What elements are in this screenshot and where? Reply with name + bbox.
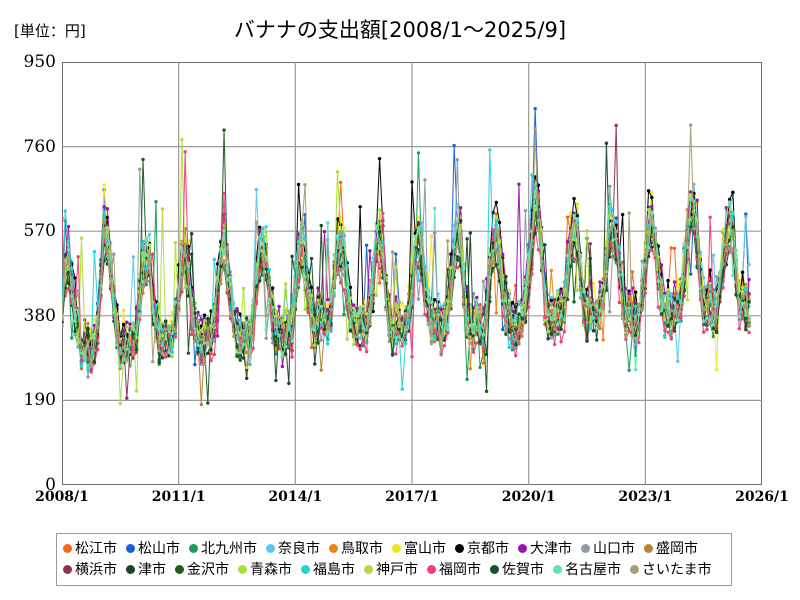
legend-marker-icon bbox=[581, 544, 590, 553]
legend-label: 名古屋市 bbox=[565, 561, 621, 578]
unit-label: [単位：円] bbox=[14, 22, 86, 40]
legend-marker-icon bbox=[189, 544, 198, 553]
y-axis-tick: 950 bbox=[23, 52, 56, 72]
y-axis-tick: 0 bbox=[45, 475, 56, 495]
x-axis-tick: 2017/1 bbox=[385, 489, 439, 505]
legend-marker-icon bbox=[63, 544, 72, 553]
x-axis-tick: 2011/1 bbox=[151, 489, 206, 505]
legend-label: 津市 bbox=[138, 561, 166, 578]
legend-marker-icon bbox=[518, 544, 527, 553]
legend-item-福岡市[interactable]: 福岡市 bbox=[427, 563, 481, 577]
legend-marker-icon bbox=[644, 544, 653, 553]
y-axis-tick: 760 bbox=[23, 136, 56, 157]
x-axis-tick: 2020/1 bbox=[501, 489, 556, 505]
legend-item-金沢市[interactable]: 金沢市 bbox=[175, 563, 229, 577]
legend-item-神戸市[interactable]: 神戸市 bbox=[364, 563, 418, 577]
y-axis-tick: 380 bbox=[23, 305, 56, 326]
y-axis-labels: 0 190 380 570 760 950 bbox=[0, 0, 56, 600]
legend-label: 北九州市 bbox=[201, 540, 257, 557]
x-axis-tick: 2023/1 bbox=[618, 489, 673, 505]
legend-label: 富山市 bbox=[404, 540, 446, 557]
legend-item-横浜市[interactable]: 横浜市 bbox=[63, 563, 117, 577]
legend-label: 盛岡市 bbox=[656, 540, 698, 557]
series-19 bbox=[62, 186, 751, 372]
legend-label: 松山市 bbox=[138, 540, 180, 557]
legend-item-京都市[interactable]: 京都市 bbox=[455, 542, 509, 556]
legend-label: 奈良市 bbox=[278, 540, 320, 557]
legend-item-さいたま市[interactable]: さいたま市 bbox=[630, 563, 712, 577]
legend-marker-icon bbox=[126, 565, 135, 574]
legend-item-佐賀市[interactable]: 佐賀市 bbox=[490, 563, 544, 577]
legend-marker-icon bbox=[238, 565, 247, 574]
legend-label: 松江市 bbox=[75, 540, 117, 557]
series-20 bbox=[62, 123, 751, 369]
legend-label: 横浜市 bbox=[75, 561, 117, 578]
y-axis-tick: 190 bbox=[23, 390, 56, 411]
x-axis-tick: 2014/1 bbox=[268, 489, 323, 505]
legend-marker-icon bbox=[63, 565, 72, 574]
legend-item-奈良市[interactable]: 奈良市 bbox=[266, 542, 320, 556]
legend-item-山口市[interactable]: 山口市 bbox=[581, 542, 635, 556]
legend-label: 佐賀市 bbox=[502, 561, 544, 578]
legend-label: 鳥取市 bbox=[341, 540, 383, 557]
legend-marker-icon bbox=[175, 565, 184, 574]
legend-row-2: 横浜市 津市 金沢市 青森市 福島市 神戸市 福岡市 佐賀市 名古屋市 さいたま市 bbox=[63, 559, 725, 580]
legend-row-1: 松江市 松山市 北九州市 奈良市 鳥取市 富山市 京都市 大津市 山口市 盛岡市 bbox=[63, 538, 725, 559]
legend-label: 福島市 bbox=[313, 561, 355, 578]
legend-marker-icon bbox=[553, 565, 562, 574]
legend-item-名古屋市[interactable]: 名古屋市 bbox=[553, 563, 621, 577]
legend-item-青森市[interactable]: 青森市 bbox=[238, 563, 292, 577]
legend-marker-icon bbox=[392, 544, 401, 553]
legend-label: さいたま市 bbox=[642, 561, 712, 578]
legend-label: 山口市 bbox=[593, 540, 635, 557]
page-title: バナナの支出額[2008/1～2025/9] bbox=[233, 18, 567, 42]
legend-marker-icon bbox=[490, 565, 499, 574]
legend-marker-icon bbox=[329, 544, 338, 553]
legend-label: 青森市 bbox=[250, 561, 292, 578]
legend-item-鳥取市[interactable]: 鳥取市 bbox=[329, 542, 383, 556]
legend-label: 大津市 bbox=[530, 540, 572, 557]
legend-marker-icon bbox=[364, 565, 373, 574]
legend-marker-icon bbox=[301, 565, 310, 574]
legend-item-福島市[interactable]: 福島市 bbox=[301, 563, 355, 577]
legend-item-富山市[interactable]: 富山市 bbox=[392, 542, 446, 556]
legend-marker-icon bbox=[630, 565, 639, 574]
x-axis-tick: 2026/1 bbox=[735, 489, 789, 505]
legend-marker-icon bbox=[266, 544, 275, 553]
legend-label: 京都市 bbox=[467, 540, 509, 557]
y-axis-tick: 570 bbox=[23, 221, 56, 242]
legend-item-盛岡市[interactable]: 盛岡市 bbox=[644, 542, 698, 556]
legend-item-松江市[interactable]: 松江市 bbox=[63, 542, 117, 556]
legend-label: 福岡市 bbox=[439, 561, 481, 578]
legend-item-松山市[interactable]: 松山市 bbox=[126, 542, 180, 556]
plot-area bbox=[62, 62, 762, 485]
legend-label: 金沢市 bbox=[187, 561, 229, 578]
legend-marker-icon bbox=[455, 544, 464, 553]
legend-item-北九州市[interactable]: 北九州市 bbox=[189, 542, 257, 556]
legend-marker-icon bbox=[126, 544, 135, 553]
x-axis-labels: 2008/1 2011/1 2014/1 2017/1 2020/1 2023/1 2026… bbox=[0, 489, 800, 511]
legend-marker-icon bbox=[427, 565, 436, 574]
legend-item-津市[interactable]: 津市 bbox=[126, 563, 166, 577]
chart-legend: 松江市 松山市 北九州市 奈良市 鳥取市 富山市 京都市 大津市 山口市 盛岡市 横浜市 津市 金沢市… bbox=[56, 533, 732, 586]
legend-label: 神戸市 bbox=[376, 561, 418, 578]
series-canvas bbox=[62, 62, 762, 485]
x-axis-tick: 2008/1 bbox=[35, 489, 89, 505]
legend-item-大津市[interactable]: 大津市 bbox=[518, 542, 572, 556]
